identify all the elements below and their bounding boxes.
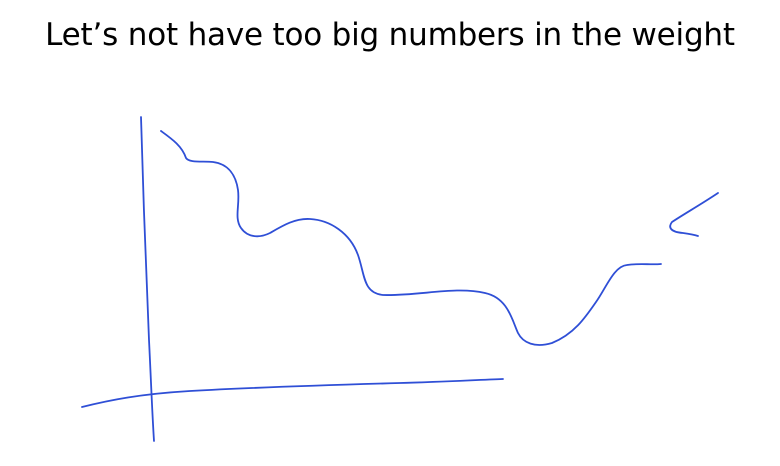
slide-title: Let’s not have too big numbers in the we… <box>45 17 735 53</box>
y-axis-stroke <box>140 116 155 442</box>
x-axis-stroke <box>81 378 504 408</box>
arrow-stroke <box>669 192 719 237</box>
curve-stroke <box>160 130 662 346</box>
sketch-ink <box>81 116 719 442</box>
